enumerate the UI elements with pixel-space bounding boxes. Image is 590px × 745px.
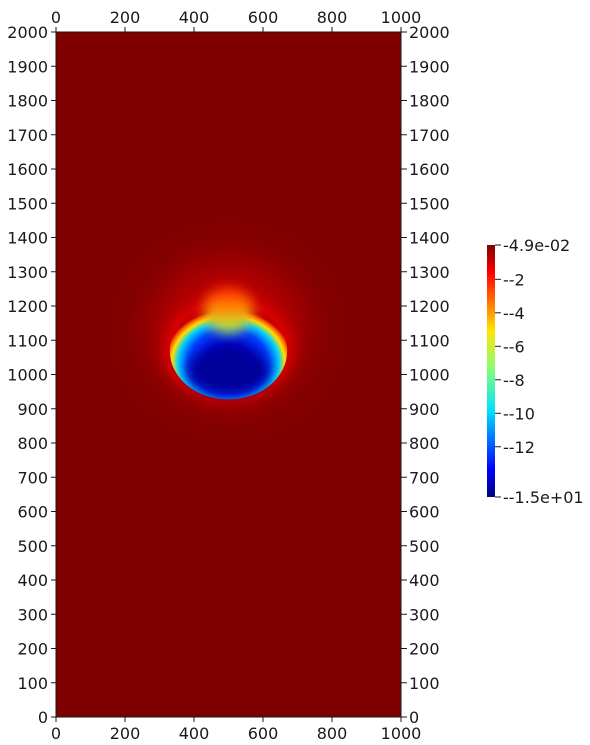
y-tick-label-right: 600: [409, 503, 440, 522]
x-tick-label-top: 200: [110, 8, 141, 27]
y-tick-label-left: 800: [17, 434, 48, 453]
y-tick-label-left: 1000: [7, 366, 48, 385]
y-tick-label-right: 1700: [409, 126, 450, 145]
y-tick-label-left: 400: [17, 571, 48, 590]
colorbar-tick-label: --6: [503, 337, 525, 356]
y-tick-label-right: 1000: [409, 366, 450, 385]
y-tick-label-left: 1300: [7, 263, 48, 282]
y-tick-label-left: 100: [17, 674, 48, 693]
x-axis-bottom: 0 200 400 600 800 1000: [51, 717, 421, 743]
colorbar-max-label: -4.9e-02: [503, 236, 570, 255]
y-tick-label-left: 0: [38, 708, 48, 727]
colorbar-ticks: -4.9e-02 --2 --4 --6 --8 --10 --12 --1.5e+01: [495, 236, 584, 507]
y-tick-label-right: 0: [409, 708, 419, 727]
y-tick-label-right: 1100: [409, 331, 450, 350]
x-tick-label-top: 0: [51, 8, 61, 27]
x-tick-label-top: 400: [179, 8, 210, 27]
y-tick-label-left: 900: [17, 400, 48, 419]
colorbar: -4.9e-02 --2 --4 --6 --8 --10 --12 --1.5e+01: [487, 236, 584, 507]
x-tick-label-top: 800: [317, 8, 348, 27]
x-tick-label-bottom: 200: [110, 724, 141, 743]
y-tick-label-left: 1700: [7, 126, 48, 145]
y-tick-label-right: 900: [409, 400, 440, 419]
y-tick-label-right: 1800: [409, 92, 450, 111]
y-tick-label-left: 700: [17, 468, 48, 487]
y-axis-right: 0 100 200 300 400 500 600 700 800 900 1000 1100 1200…: [401, 23, 450, 727]
heatmap-field: [56, 32, 401, 717]
colorbar-min-label: --1.5e+01: [503, 488, 584, 507]
colorbar-tick-label: --4: [503, 304, 525, 323]
colorbar-tick-label: --12: [503, 438, 535, 457]
colorbar-tick-label: --10: [503, 404, 535, 423]
colorbar-tick-label: --2: [503, 270, 525, 289]
y-tick-label-left: 200: [17, 640, 48, 659]
y-tick-label-right: 1500: [409, 194, 450, 213]
y-tick-label-left: 1500: [7, 194, 48, 213]
y-tick-label-right: 1600: [409, 160, 450, 179]
y-tick-label-left: 1600: [7, 160, 48, 179]
x-tick-label-bottom: 0: [51, 724, 61, 743]
crescent-bubble: [163, 286, 294, 402]
y-tick-label-right: 1400: [409, 229, 450, 248]
y-tick-label-right: 700: [409, 468, 440, 487]
y-tick-label-right: 300: [409, 605, 440, 624]
x-tick-label-bottom: 800: [317, 724, 348, 743]
x-tick-label-top: 600: [248, 8, 279, 27]
x-tick-label-bottom: 600: [248, 724, 279, 743]
y-tick-label-left: 600: [17, 503, 48, 522]
y-tick-label-left: 1200: [7, 297, 48, 316]
y-tick-label-right: 1200: [409, 297, 450, 316]
x-tick-label-top: 1000: [381, 8, 422, 27]
y-tick-label-right: 1300: [409, 263, 450, 282]
x-axis-top: 0 200 400 600 800 1000: [51, 8, 421, 32]
y-tick-label-left: 1400: [7, 229, 48, 248]
x-tick-label-bottom: 400: [179, 724, 210, 743]
x-tick-label-bottom: 1000: [381, 724, 422, 743]
y-tick-label-right: 2000: [409, 23, 450, 42]
y-tick-label-left: 1100: [7, 331, 48, 350]
y-tick-label-left: 300: [17, 605, 48, 624]
y-axis-left: 0 100 200 300 400 500 600 700 800 900 1000 1100 1200…: [7, 23, 56, 727]
y-tick-label-right: 800: [409, 434, 440, 453]
y-tick-label-right: 100: [409, 674, 440, 693]
y-tick-label-left: 500: [17, 537, 48, 556]
y-tick-label-left: 1900: [7, 57, 48, 76]
colorbar-bar: [487, 245, 495, 497]
y-tick-label-left: 1800: [7, 92, 48, 111]
colorbar-tick-label: --8: [503, 371, 525, 390]
y-tick-label-right: 200: [409, 640, 440, 659]
y-tick-label-left: 2000: [7, 23, 48, 42]
y-tick-label-right: 500: [409, 537, 440, 556]
y-tick-label-right: 400: [409, 571, 440, 590]
y-tick-label-right: 1900: [409, 57, 450, 76]
